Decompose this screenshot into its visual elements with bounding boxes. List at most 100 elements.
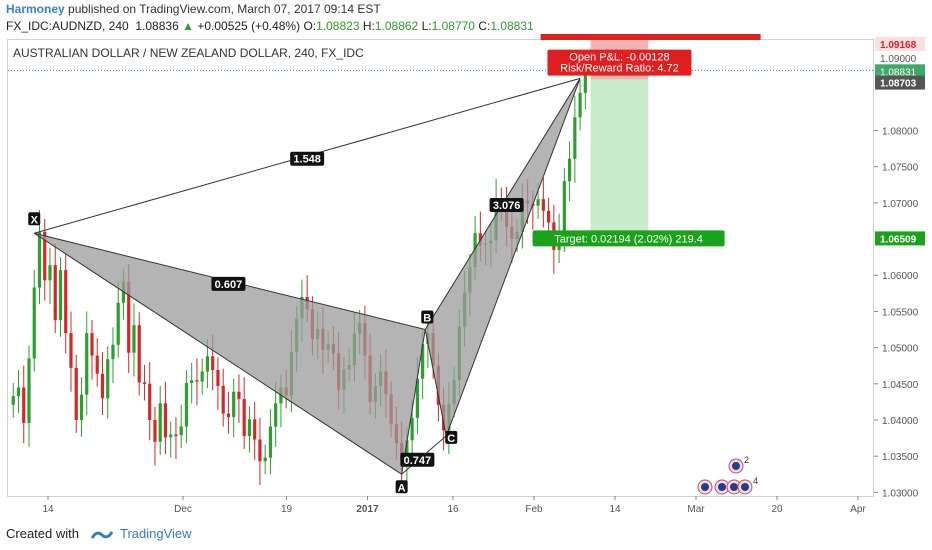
x-tick-label: 16 (447, 504, 459, 515)
candle-body (421, 344, 425, 379)
candle-body (567, 158, 572, 182)
publish-text: published on TradingView.com, March 07, … (68, 2, 381, 16)
candle-body (242, 399, 246, 436)
plot-area[interactable] (7, 39, 874, 497)
x-tick-label: Dec (174, 504, 192, 515)
candle-body (163, 403, 168, 438)
candle-body (106, 359, 110, 399)
candle-body (546, 210, 551, 223)
candle-body (190, 380, 194, 384)
price-axis[interactable] (874, 40, 932, 496)
created-with-text: Created with (6, 526, 79, 541)
price-tag-label: 1.09168 (880, 40, 917, 51)
candle-body (179, 426, 183, 436)
candle-body (478, 233, 482, 245)
symbol-info: FX_IDC:AUDNZD, 240 1.08836 ▲ +0.00525 (+… (6, 19, 534, 33)
high-value: 1.08862 (374, 19, 419, 33)
candle-body (148, 383, 152, 420)
candle-body (205, 356, 210, 372)
publish-info: Harmoney published on TradingView.com, M… (6, 2, 381, 16)
price-tag-label: 1.08831 (880, 67, 917, 78)
low-label: L: (421, 19, 432, 33)
candle-body (211, 356, 215, 371)
flag-event-icon-inner (718, 483, 726, 491)
candle-body (11, 396, 15, 405)
y-tick-label: 1.04500 (882, 380, 919, 391)
candle-body (64, 270, 68, 334)
candle-body (258, 439, 262, 462)
candle-body (578, 92, 582, 118)
candle-body (43, 231, 47, 281)
candle-body (268, 426, 273, 458)
x-tick-label: 19 (281, 504, 293, 515)
pattern-point-label: B (423, 313, 431, 325)
y-tick-label: 1.06000 (882, 271, 919, 282)
candle-body (27, 358, 31, 423)
tradingview-logo-icon (90, 530, 113, 539)
symbol-name: FX_IDC:AUDNZD, 240 (6, 19, 129, 33)
open-label: O: (303, 19, 317, 33)
candle-body (111, 344, 115, 360)
event-count: 4 (753, 476, 758, 486)
candle-body (116, 302, 120, 345)
close-label: C: (478, 19, 491, 33)
price-tag-last (875, 64, 925, 79)
open-pl-box (547, 49, 692, 76)
candle-body (74, 367, 78, 420)
price-tag-tick (875, 51, 925, 66)
pattern-point-label: X (31, 214, 39, 226)
y-tick-label: 1.03000 (882, 488, 919, 499)
profit-target-zone (590, 79, 649, 239)
pattern-point-marker (421, 310, 434, 324)
candle-body (573, 117, 577, 159)
target-label-box (532, 230, 725, 247)
y-tick-label: 1.07000 (882, 199, 919, 210)
last-price: 1.08836 (135, 19, 179, 33)
x-tick-label: Mar (687, 504, 705, 515)
candle-body (16, 387, 21, 397)
open-value: 1.08823 (316, 19, 360, 33)
candle-body (200, 371, 204, 382)
y-tick-label: 1.07500 (882, 163, 919, 174)
tradingview-brand[interactable]: TradingView (120, 526, 192, 541)
candle-body (142, 382, 147, 384)
candle-body (232, 391, 236, 418)
ratio-label: 1.548 (293, 154, 321, 166)
candle-body (22, 387, 26, 423)
candle-body (53, 265, 57, 321)
candle-body (237, 391, 241, 400)
candle-body (90, 333, 94, 356)
author-name[interactable]: Harmoney (6, 2, 65, 16)
pattern-bcd-triangle (424, 78, 581, 438)
x-tick-label: 2017 (356, 504, 379, 515)
ratio-label-box (489, 198, 524, 213)
candle-body (541, 199, 545, 211)
candle-body (69, 333, 73, 368)
event-count: 2 (744, 455, 749, 465)
pattern-point-marker (445, 430, 458, 444)
candle-body (274, 403, 278, 427)
target-label: Target: 0.02194 (2.02%) 219.4 (554, 233, 703, 245)
price-tag-target (875, 231, 925, 246)
candle-body (536, 199, 540, 206)
candle-body (195, 380, 199, 382)
low-value: 1.08770 (431, 19, 475, 33)
candle-body (48, 265, 52, 281)
x-tick-label: Apr (850, 504, 866, 515)
flag-event-icon-inner (741, 483, 749, 491)
price-change: +0.00525 (+0.48%) (197, 19, 301, 33)
candle-body (58, 270, 63, 321)
candle-body (158, 403, 162, 442)
candle-body (174, 434, 178, 436)
pattern-point-label: C (447, 433, 455, 445)
y-tick-label: 1.03500 (882, 452, 919, 463)
candle-body (221, 385, 225, 414)
price-tag-label: 1.09000 (880, 54, 917, 65)
change-up-icon: ▲ (182, 19, 194, 33)
candle-body (184, 383, 189, 427)
ratio-label: 3.076 (493, 200, 521, 212)
price-tag-entry (875, 75, 925, 90)
candle-body (247, 419, 252, 436)
candle-body (153, 420, 157, 442)
